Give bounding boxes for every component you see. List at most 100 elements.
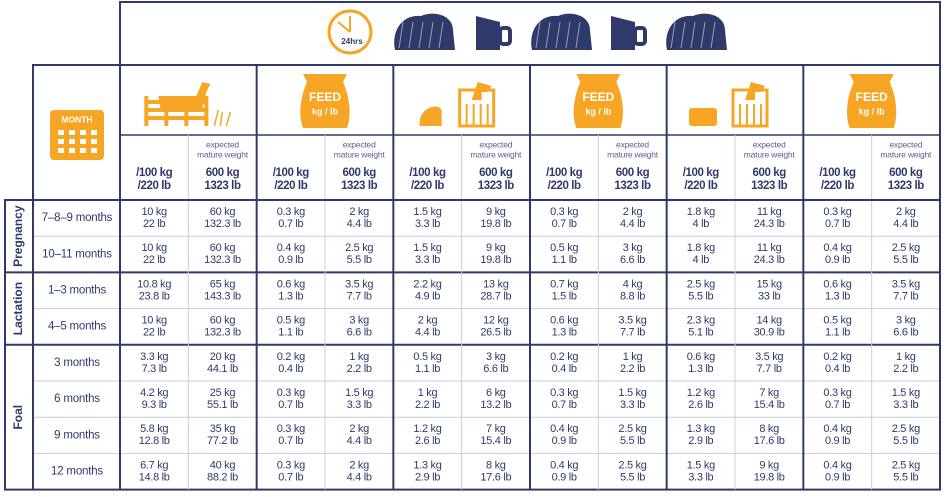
column-header: 600 kg [479,167,513,179]
cell-value: 60 kg [210,206,236,218]
cell-value: 1.5 kg [618,387,646,399]
row-label: 7–8–9 months [42,212,113,224]
cell-value: 9 kg [486,242,506,254]
cell-value: 77.2 lb [207,435,238,447]
cell-value: 0.4 kg [823,423,851,435]
cell-value: 2 kg [418,315,438,327]
cell-value: 1.5 kg [413,242,441,254]
cell-value: 10 kg [141,206,167,218]
cell-value: 4 kg [623,278,643,290]
cell-value: 7.7 lb [620,327,645,339]
cell-value: 4.4 lb [893,218,918,230]
hay-stroke [575,21,581,49]
column-note: mature weight [470,149,522,159]
cell-value: 4.9 lb [415,290,440,302]
column-header: /220 lb [548,180,581,192]
cell-value: 1.3 lb [278,290,303,302]
cell-value: 0.6 kg [550,315,578,327]
cell-value: 3.3 kg [140,351,168,363]
hay-stroke [670,21,676,49]
hay-stroke [398,21,404,49]
horse-head-icon [471,82,492,100]
cell-value: 5.1 lb [688,327,713,339]
cell-value: 5.5 lb [893,435,918,447]
cell-value: 5.5 lb [893,254,918,266]
fence-rail [144,116,209,120]
feed-bag-title: FEED [582,90,614,104]
cell-value: 1.2 kg [413,423,441,435]
cell-value: 6.6 lb [483,363,508,375]
calendar-day [91,139,97,144]
hay-stroke [555,21,561,49]
calendar-day [69,130,75,135]
cell-value: 4.4 lb [620,218,645,230]
column-header: 600 kg [616,167,650,179]
column-header: 600 kg [889,167,923,179]
cell-value: 2.5 kg [892,459,920,471]
feed-bag-unit: kg / lb [312,106,339,116]
cell-value: 13 kg [483,278,509,290]
cell-value: 2 kg [349,206,369,218]
cell-value: 1.5 kg [413,206,441,218]
cell-value: 22 lb [143,218,166,230]
cell-value: 5.5 lb [688,290,713,302]
cell-value: 14 kg [756,315,782,327]
cell-value: 2 kg [349,459,369,471]
column-note: expected [343,139,376,149]
hay-bale-icon [666,13,727,50]
hay-stroke [535,21,541,49]
cell-value: 12 kg [483,315,509,327]
calendar-day [80,148,86,153]
cell-value: 3.3 lb [415,218,440,230]
cell-value: 5.5 lb [893,471,918,483]
cell-value: 0.6 kg [823,278,851,290]
column-header: /100 kg [819,167,856,179]
column-header: 1323 lb [614,180,651,192]
column-header: /220 lb [138,180,171,192]
fence-rail [144,100,209,104]
cell-value: 0.3 kg [823,206,851,218]
column-note: mature weight [197,149,249,159]
cell-value: 0.3 kg [277,459,305,471]
cell-value: 1.1 lb [278,327,303,339]
column-header: /100 kg [683,167,720,179]
column-header: 600 kg [752,167,786,179]
feed-bag-icon [300,74,350,128]
column-note: mature weight [744,149,796,159]
row-label: 4–5 months [48,321,107,333]
hay-icon [419,106,442,126]
cell-value: 3.3 lb [893,399,918,411]
cell-value: 22 lb [143,254,166,266]
cell-value: 3.5 kg [345,278,373,290]
cell-value: 13.2 lb [480,399,511,411]
hay-bale-icon [394,13,455,50]
cell-value: 1.1 lb [415,363,440,375]
cell-value: 11 kg [757,242,782,254]
cell-value: 60 kg [210,315,236,327]
column-note: expected [889,139,922,149]
cell-value: 1.5 kg [687,459,715,471]
cell-value: 2.9 lb [415,471,440,483]
cell-value: 3 kg [623,242,643,254]
cell-value: 33 lb [758,290,781,302]
cell-value: 0.4 lb [552,363,577,375]
feed-bag-unit: kg / lb [859,106,886,116]
cell-value: 1 kg [623,351,643,363]
cell-value: 0.7 lb [825,218,850,230]
cell-value: 55.1 lb [207,399,238,411]
cell-value: 0.9 lb [278,254,303,266]
cell-value: 0.5 kg [277,315,305,327]
cell-value: 88.2 lb [207,471,238,483]
cell-value: 17.6 lb [480,471,511,483]
cell-value: 1.2 kg [687,387,715,399]
cell-value: 1 kg [418,387,438,399]
cell-value: 9 kg [759,459,779,471]
column-header: /100 kg [136,167,173,179]
column-header: 600 kg [342,167,376,179]
column-header: 1323 lb [204,180,241,192]
cell-value: 24.3 lb [754,218,785,230]
cell-value: 0.2 kg [277,351,305,363]
scoop-handle [498,26,512,46]
cell-value: 2.2 lb [620,363,645,375]
cell-value: 23.8 lb [139,290,170,302]
